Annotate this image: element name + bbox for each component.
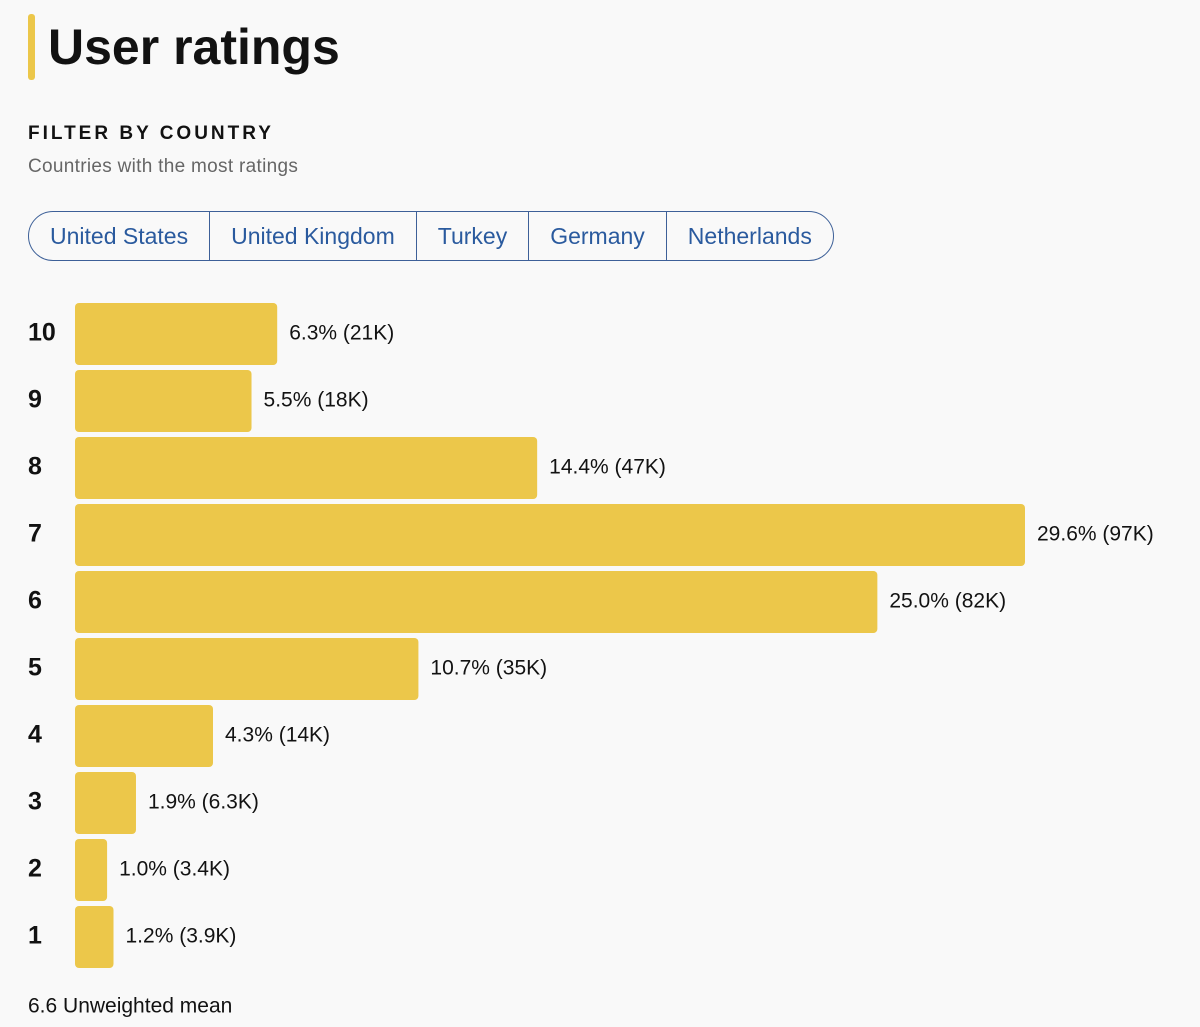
rating-label: 5 <box>28 654 42 682</box>
bar <box>75 839 108 901</box>
country-button[interactable]: Netherlands <box>665 212 833 260</box>
rating-label: 7 <box>28 520 42 548</box>
rating-label: 1 <box>28 922 42 950</box>
value-label: 1.2% (3.9K) <box>126 925 237 948</box>
bar <box>75 705 214 767</box>
country-button[interactable]: United Kingdom <box>209 212 416 260</box>
value-label: 6.3% (21K) <box>289 322 394 345</box>
filter-subheading: Countries with the most ratings <box>28 156 299 177</box>
bar <box>75 303 278 365</box>
rating-label: 8 <box>28 453 42 481</box>
bar <box>75 370 252 432</box>
value-label: 10.7% (35K) <box>430 657 547 680</box>
country-filter: United States United Kingdom Turkey Germany… <box>28 211 834 261</box>
rating-label: 4 <box>28 721 42 749</box>
page-title: User ratings <box>48 19 340 75</box>
value-label: 5.5% (18K) <box>264 389 369 412</box>
country-button[interactable]: Germany <box>528 212 666 260</box>
filter-heading: FILTER BY COUNTRY <box>28 123 274 144</box>
rating-label: 2 <box>28 855 42 883</box>
value-label: 25.0% (82K) <box>889 590 1006 613</box>
rating-label: 9 <box>28 386 42 414</box>
value-label: 29.6% (97K) <box>1037 523 1154 546</box>
title-accent <box>28 14 35 80</box>
bar <box>75 437 538 499</box>
bar <box>75 772 136 834</box>
rating-label: 10 <box>28 319 56 347</box>
country-button[interactable]: Turkey <box>415 212 528 260</box>
bar <box>75 906 114 968</box>
bar <box>75 638 419 700</box>
value-label: 14.4% (47K) <box>549 456 666 479</box>
country-button[interactable]: United States <box>50 223 189 249</box>
value-label: 1.0% (3.4K) <box>119 858 230 881</box>
value-label: 1.9% (6.3K) <box>148 791 259 814</box>
rating-label: 6 <box>28 587 42 615</box>
footer-mean: 6.6 Unweighted mean <box>28 995 232 1018</box>
value-label: 4.3% (14K) <box>225 724 330 747</box>
rating-label: 3 <box>28 788 42 816</box>
bar <box>75 504 1025 566</box>
bar <box>75 571 878 633</box>
